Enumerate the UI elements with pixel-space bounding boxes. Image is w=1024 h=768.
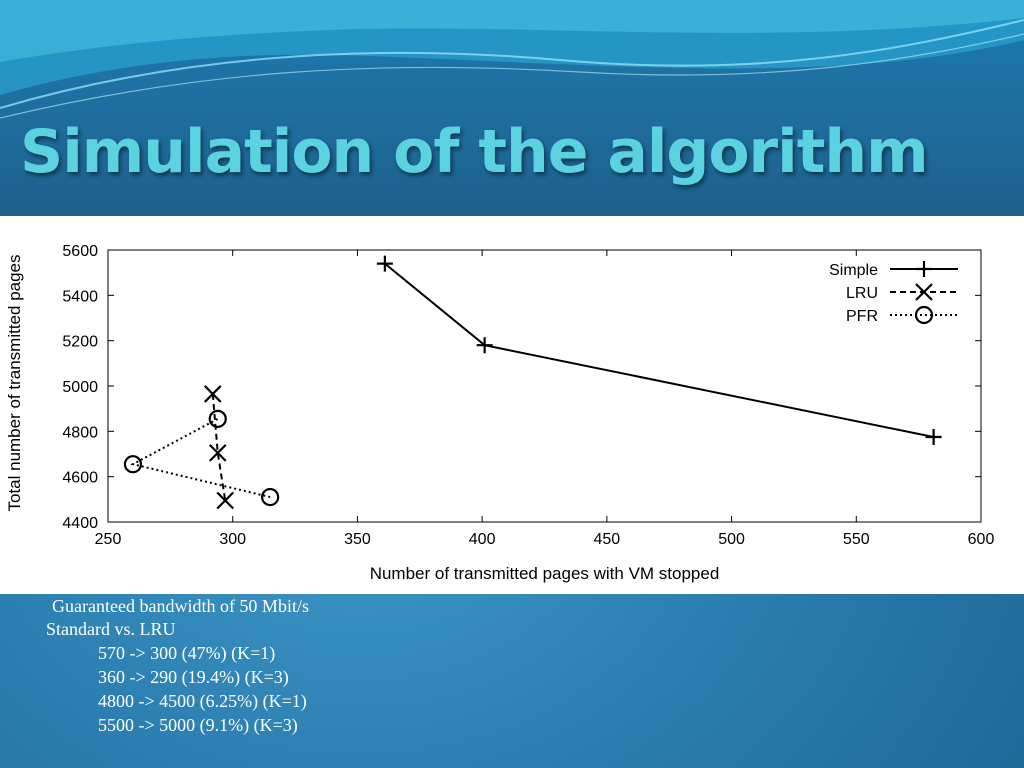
legend-marker-simple — [916, 261, 932, 277]
x-tick-label: 450 — [594, 531, 621, 548]
y-tick-label: 4400 — [62, 515, 98, 532]
data-point-pfr — [208, 409, 227, 428]
legend-label-simple: Simple — [829, 262, 878, 279]
y-tick-label: 5600 — [62, 243, 98, 260]
data-point-pfr — [123, 455, 143, 474]
y-tick-label: 5200 — [62, 334, 98, 351]
y-tick-label: 4600 — [62, 470, 98, 487]
bandwidth-note: Guaranteed bandwidth of 50 Mbit/s — [52, 596, 309, 616]
x-tick-label: 300 — [219, 531, 246, 548]
comparison-item: 360 -> 290 (19.4%) (K=3) — [98, 667, 289, 687]
comparison-heading: Standard vs. LRU — [46, 619, 176, 639]
data-point-simple — [376, 255, 393, 272]
data-point-simple — [925, 429, 942, 445]
comparison-item: 4800 -> 4500 (6.25%) (K=1) — [98, 691, 307, 711]
legend-label-lru: LRU — [846, 285, 878, 302]
y-tick-label: 5000 — [62, 379, 98, 396]
comparison-item: 570 -> 300 (47%) (K=1) — [98, 643, 276, 663]
legend-marker-pfr — [914, 305, 934, 325]
chart-panel: 250 300 350 400 450 500 550 600 4400 4600 4800 5000… — [0, 216, 1024, 594]
legend-marker-lru — [915, 283, 933, 301]
slide-title: Simulation of the algorithm — [20, 117, 929, 187]
y-tick-label: 5400 — [62, 288, 98, 305]
data-point-pfr — [261, 487, 280, 507]
line-chart: 250 300 350 400 450 500 550 600 4400 4600 4800 5000… — [5, 243, 995, 583]
x-tick-label: 350 — [344, 531, 371, 548]
x-tick-label: 550 — [843, 531, 870, 548]
notes-section: Guaranteed bandwidth of 50 Mbit/s Standa… — [0, 594, 1024, 768]
data-point-lru — [203, 385, 222, 403]
series-line-lru — [211, 393, 227, 501]
x-tick-label: 500 — [718, 531, 745, 548]
y-tick-label: 4800 — [62, 424, 98, 441]
legend-label-pfr: PFR — [846, 308, 878, 325]
data-point-simple — [476, 337, 493, 354]
title-banner — [0, 0, 1024, 216]
x-tick-label: 250 — [95, 531, 122, 548]
y-axis-label: Total number of transmitted pages — [5, 254, 24, 511]
data-point-lru — [208, 444, 227, 462]
x-tick-label: 600 — [968, 531, 995, 548]
comparison-item: 5500 -> 5000 (9.1%) (K=3) — [98, 715, 298, 735]
series-line-pfr — [130, 417, 271, 499]
data-point-lru — [216, 491, 235, 510]
x-tick-label: 400 — [469, 531, 496, 548]
x-axis-label: Number of transmitted pages with VM stop… — [370, 564, 720, 583]
